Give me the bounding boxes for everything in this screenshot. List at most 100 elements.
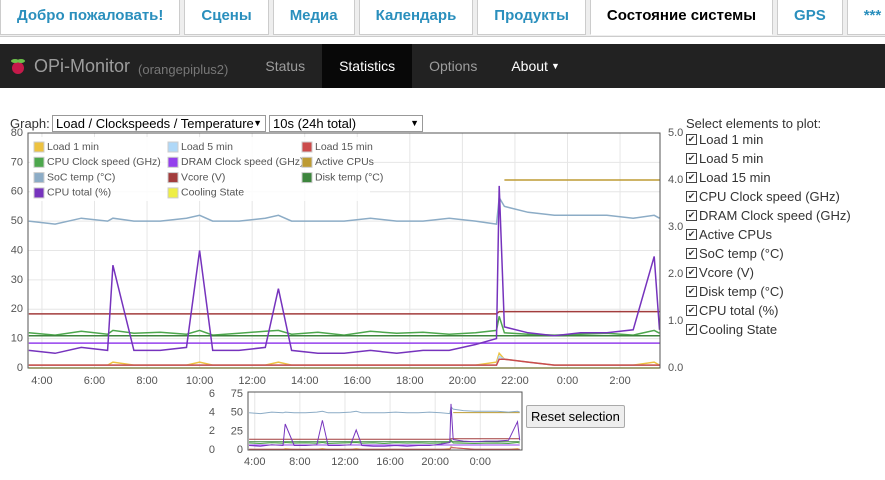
checkbox-row[interactable]: ✔ Active CPUs [686, 225, 851, 244]
caret: ▼ [550, 61, 560, 71]
overview-y-tick-label: 50 [231, 407, 243, 419]
legend-swatch [301, 172, 313, 184]
legend-swatch [301, 156, 313, 168]
tab[interactable]: Состояние системы [589, 0, 774, 35]
range-select[interactable]: 10s (24h total) ▼ [269, 115, 423, 132]
checkbox-row[interactable]: ✔ CPU total (%) [686, 301, 851, 320]
legend-swatch [167, 187, 179, 199]
host: (orangepiplus2) [138, 61, 229, 77]
series-line [28, 355, 660, 366]
nav-link[interactable]: About [511, 58, 548, 74]
checkbox-row[interactable]: ✔ Disk temp (°C) [686, 282, 851, 301]
checkbox-row[interactable]: ✔ Vcore (V) [686, 263, 851, 282]
legend-swatch [33, 172, 45, 184]
legend-label: SoC temp (°C) [47, 171, 115, 183]
tab[interactable]: GPS [777, 0, 843, 35]
legend-label: Cooling State [181, 187, 244, 199]
checkbox-label: CPU total (%) [699, 303, 779, 318]
checkbox: ✔ [686, 267, 697, 278]
nav-link[interactable]: Status [265, 58, 306, 74]
series-line [28, 195, 660, 225]
tab[interactable]: Календарь [358, 0, 474, 35]
overview-area [247, 391, 523, 451]
overview-y-tick-label: 25 [231, 425, 243, 437]
series-line [28, 316, 660, 336]
checkbox-row[interactable]: ✔ SoC temp (°C) [686, 244, 851, 263]
checkbox: ✔ [686, 191, 697, 202]
legend-swatch [33, 156, 45, 168]
overview-y2-tick-label: 2 [209, 425, 215, 437]
legend-label: CPU total (%) [47, 187, 111, 199]
reset-button[interactable]: Reset selection [526, 405, 625, 428]
overview-y2-tick-label: 6 [209, 388, 215, 400]
x-tick-label: 14:00 [291, 375, 319, 387]
checkbox-label: Cooling State [699, 322, 778, 337]
checkbox-row[interactable]: ✔ CPU Clock speed (GHz) [686, 187, 851, 206]
legend-label: Vcore (V) [181, 171, 225, 183]
checkbox-row[interactable]: ✔ DRAM Clock speed (GHz) [686, 206, 851, 225]
y-tick-label: 0 [17, 362, 23, 374]
legend-bg [30, 137, 370, 201]
select-title: Select elements to plot: [686, 116, 822, 131]
x-tick-label: 2:00 [609, 375, 630, 387]
x-tick-label: 16:00 [344, 375, 372, 387]
overview-y-tick-label: 75 [231, 388, 243, 400]
element-list: Select elements to plot: ✔ Load 1 min ✔ Load… [686, 116, 851, 339]
tab[interactable]: Добро пожаловать! [0, 0, 181, 35]
legend-label: CPU Clock speed (GHz) [47, 156, 161, 168]
tab[interactable]: Сцены [184, 0, 269, 35]
checkbox-label: Load 5 min [699, 151, 764, 166]
checkbox-row[interactable]: ✔ Cooling State [686, 320, 851, 339]
overview-y2-tick-label: 0 [209, 444, 215, 456]
navbar: OPi-Monitor (orangepiplus2) Status Statis… [0, 44, 885, 88]
series-line [249, 403, 521, 447]
y2-tick-label: 2.0 [668, 268, 683, 280]
y-tick-label: 50 [11, 215, 23, 227]
y-tick-label: 70 [11, 156, 23, 168]
series-line [28, 358, 660, 366]
brand[interactable]: OPi-Monitor [34, 55, 131, 76]
legend-label: Load 15 min [315, 141, 373, 153]
legend-swatch [33, 141, 45, 153]
graph-select[interactable]: Load / Clockspeeds / Temperature ▼ [52, 115, 266, 132]
checkbox: ✔ [686, 324, 697, 335]
tab[interactable]: Медиа [272, 0, 355, 35]
checkbox-row[interactable]: ✔ Load 5 min [686, 149, 851, 168]
overview-x-tick-label: 16:00 [376, 456, 404, 468]
checkbox-row[interactable]: ✔ Load 15 min [686, 168, 851, 187]
y-tick-label: 10 [11, 333, 23, 345]
nav-link[interactable]: Options [429, 58, 478, 74]
legend-label: Load 1 min [47, 141, 99, 153]
y-tick-label: 20 [11, 303, 23, 315]
x-tick-label: 10:00 [186, 375, 214, 387]
y2-tick-label: 4.0 [668, 174, 683, 186]
tab[interactable]: Продукты [477, 0, 586, 35]
checkbox: ✔ [686, 305, 697, 316]
checkbox: ✔ [686, 210, 697, 221]
legend-swatch [33, 187, 45, 199]
checkbox-label: Active CPUs [699, 227, 772, 242]
x-tick-label: 12:00 [238, 375, 266, 387]
x-tick-label: 6:00 [84, 375, 105, 387]
overview-x-tick-label: 8:00 [289, 456, 310, 468]
tab[interactable]: *** [846, 0, 885, 35]
x-tick-label: 8:00 [136, 375, 157, 387]
graph-select-text: Load / Clockspeeds / Temperature [56, 116, 254, 131]
checkbox: ✔ [686, 248, 697, 259]
checkbox-label: DRAM Clock speed (GHz) [699, 208, 851, 223]
y2-tick-label: 3.0 [668, 221, 683, 233]
overview-x-tick-label: 0:00 [470, 456, 491, 468]
plot-area [27, 132, 661, 369]
checkbox: ✔ [686, 229, 697, 240]
checkbox: ✔ [686, 286, 697, 297]
overview-y2-tick-label: 4 [209, 406, 215, 418]
checkbox-row[interactable]: ✔ Load 1 min [686, 130, 851, 149]
nav-link[interactable]: Statistics [322, 44, 413, 88]
x-tick-label: 18:00 [396, 375, 424, 387]
checkbox-label: Vcore (V) [699, 265, 754, 280]
y2-tick-label: 1.0 [668, 315, 683, 327]
y2-tick-label: 0.0 [668, 362, 683, 374]
legend-swatch [167, 141, 179, 153]
legend-swatch [301, 141, 313, 153]
